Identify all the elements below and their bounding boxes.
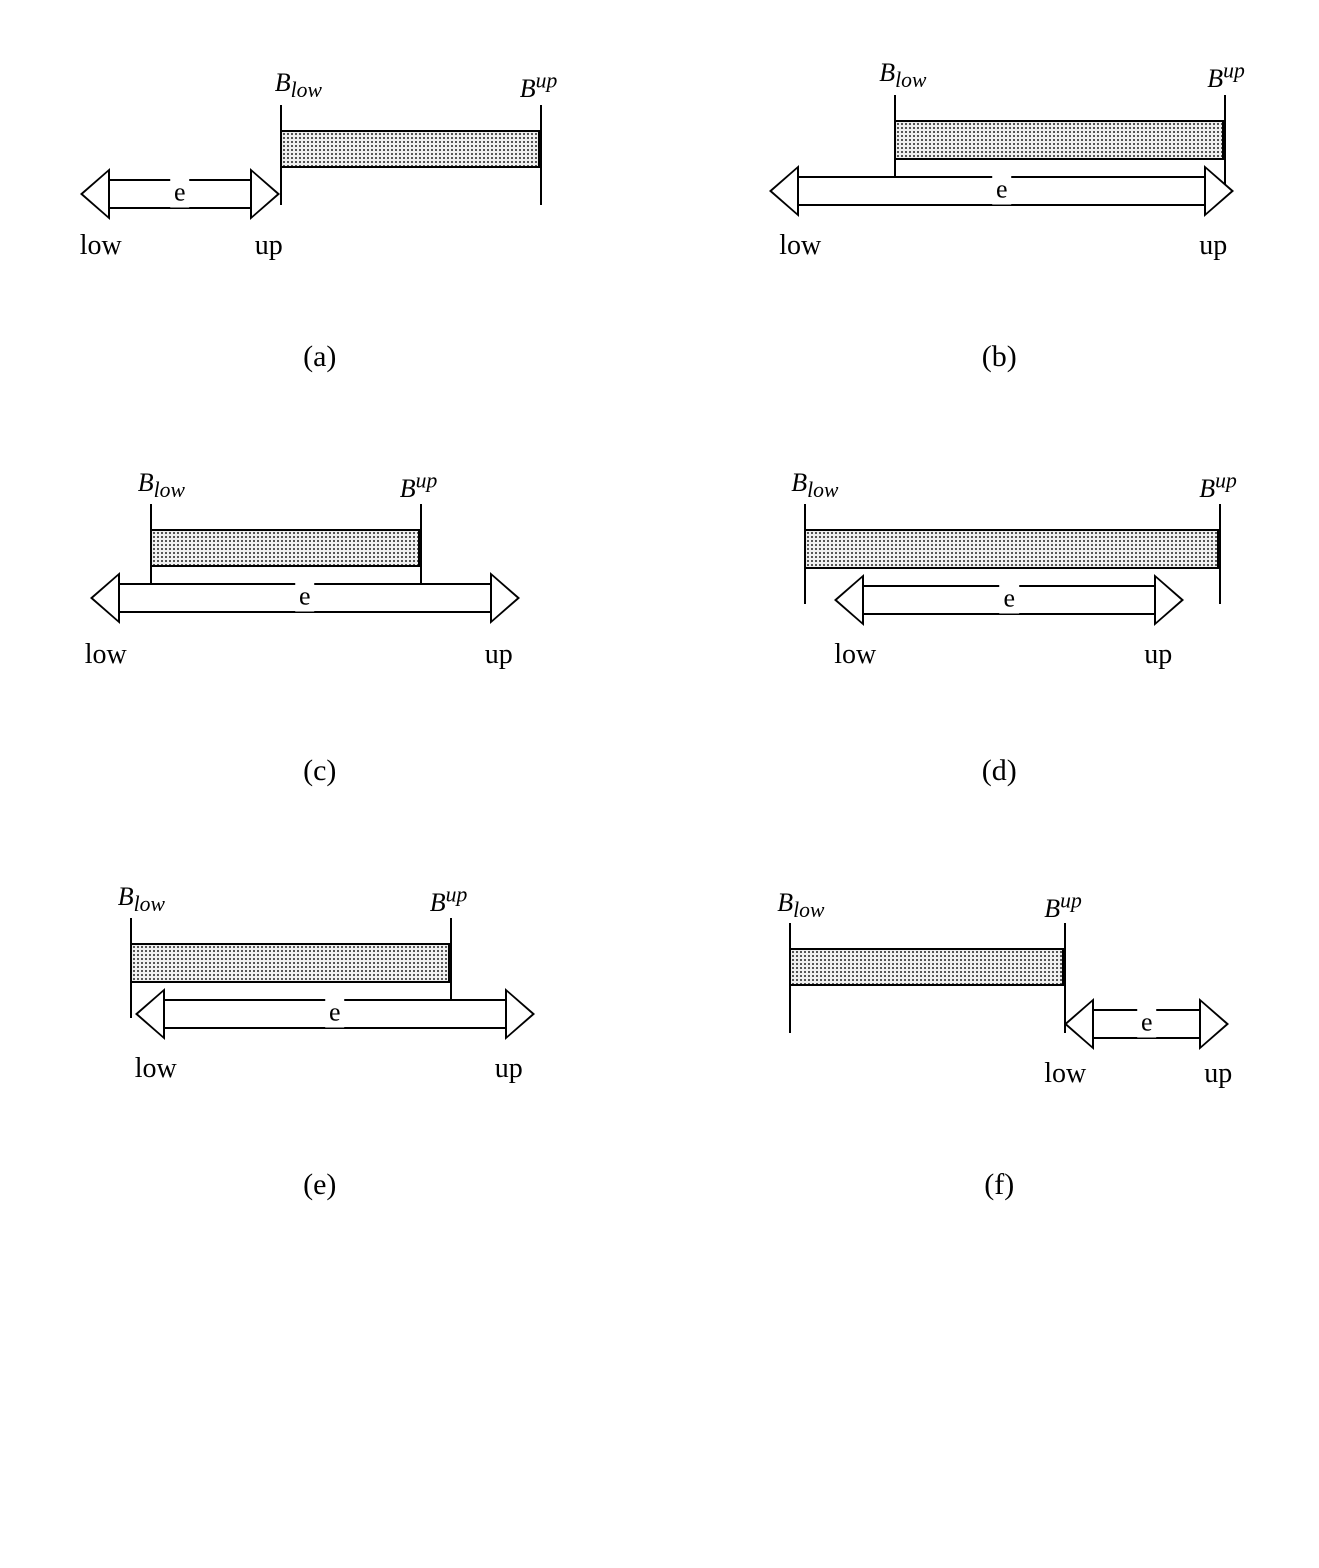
b-low-label: Blow	[777, 888, 824, 923]
up-label: up	[255, 230, 283, 262]
e-arrow: e	[834, 574, 1184, 626]
panel-e-cell: Blow Bup e low up (e)	[40, 868, 600, 1202]
b-up-label: Bup	[400, 468, 438, 504]
panel-b-cell: Blow Bup e low up (b)	[720, 40, 1280, 374]
e-arrow: e	[80, 168, 280, 220]
b-up-label: Bup	[1207, 58, 1245, 94]
up-label: up	[485, 639, 513, 671]
diagram-grid: Blow Bup e low up (a) Blow Bup e low	[40, 40, 1279, 1202]
e-label: e	[325, 998, 345, 1028]
low-label: low	[135, 1053, 177, 1085]
panel-d: Blow Bup e low up	[759, 454, 1239, 714]
panel-c-cell: Blow Bup e low up (c)	[40, 454, 600, 788]
panel-a: Blow Bup e low up	[80, 40, 560, 300]
b-interval-bar	[280, 130, 540, 168]
e-label: e	[992, 175, 1012, 205]
panel-f: Blow Bup e low up	[759, 868, 1239, 1128]
panel-b: Blow Bup e low up	[759, 40, 1239, 300]
b-up-tick	[540, 105, 542, 205]
low-label: low	[834, 639, 876, 671]
b-interval-bar	[150, 529, 420, 567]
panel-e: Blow Bup e low up	[80, 868, 560, 1128]
panel-a-cell: Blow Bup e low up (a)	[40, 40, 600, 374]
e-label: e	[999, 584, 1019, 614]
low-label: low	[779, 230, 821, 262]
b-low-label: Blow	[879, 58, 926, 93]
panel-f-cell: Blow Bup e low up (f)	[720, 868, 1280, 1202]
b-low-label: Blow	[791, 468, 838, 503]
b-up-label: Bup	[1044, 888, 1082, 924]
b-interval-bar	[789, 948, 1064, 986]
caption-d: (d)	[982, 754, 1017, 788]
b-up-label: Bup	[430, 882, 468, 918]
low-label: low	[80, 230, 122, 262]
b-low-label: Blow	[118, 882, 165, 917]
up-label: up	[1199, 230, 1227, 262]
up-label: up	[1204, 1058, 1232, 1090]
caption-b: (b)	[982, 340, 1017, 374]
caption-c: (c)	[303, 754, 336, 788]
caption-f: (f)	[984, 1168, 1014, 1202]
caption-e: (e)	[303, 1168, 336, 1202]
up-label: up	[1144, 639, 1172, 671]
low-label: low	[85, 639, 127, 671]
e-arrow: e	[135, 988, 535, 1040]
b-interval-bar	[804, 529, 1219, 569]
b-up-label: Bup	[1199, 468, 1237, 504]
e-arrow: e	[769, 165, 1234, 217]
e-arrow: e	[90, 572, 520, 624]
panel-d-cell: Blow Bup e low up (d)	[720, 454, 1280, 788]
b-interval-bar	[894, 120, 1224, 160]
b-interval-bar	[130, 943, 450, 983]
low-label: low	[1044, 1058, 1086, 1090]
panel-c: Blow Bup e low up	[80, 454, 560, 714]
b-up-tick	[1219, 504, 1221, 604]
e-label: e	[295, 582, 315, 612]
b-low-label: Blow	[275, 68, 322, 103]
up-label: up	[495, 1053, 523, 1085]
b-low-label: Blow	[138, 468, 185, 503]
e-label: e	[1137, 1008, 1157, 1038]
caption-a: (a)	[303, 340, 336, 374]
b-up-label: Bup	[520, 68, 558, 104]
e-arrow: e	[1064, 998, 1229, 1050]
e-label: e	[170, 178, 190, 208]
